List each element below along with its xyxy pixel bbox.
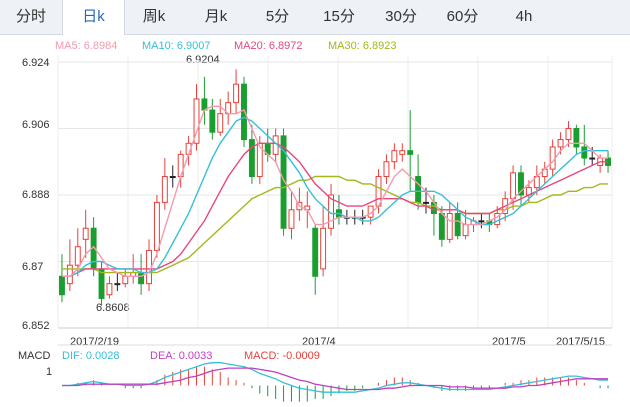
candle-body <box>217 113 224 133</box>
candle-body <box>233 83 240 104</box>
dea-line <box>62 367 608 391</box>
period-tab-bar: 分时 日k 周k 月k 5分 15分 30分 60分 4h <box>0 0 630 35</box>
candle-body <box>161 176 168 203</box>
candle-body <box>549 146 556 170</box>
candle-body <box>557 139 564 148</box>
ma5-legend: MA5: 6.8984 <box>55 40 118 52</box>
candle-body <box>201 98 208 111</box>
macd-y-tick: 1 <box>46 366 53 378</box>
candle-body <box>248 139 255 178</box>
tab-4[interactable]: 5分 <box>265 8 290 25</box>
low-price-annotation: 6.8608 <box>96 302 130 314</box>
candle-body <box>122 275 129 285</box>
candle-body <box>241 83 247 141</box>
candle-body <box>106 283 113 296</box>
candle-body <box>320 227 327 270</box>
candle-body <box>280 135 287 229</box>
y-tick-label: 6.888 <box>22 189 50 201</box>
candle-body <box>169 176 176 179</box>
candle-body <box>138 272 145 285</box>
candle-body <box>446 212 453 240</box>
candle-body <box>573 128 580 148</box>
candle-body <box>82 227 89 240</box>
candle-body <box>312 227 319 277</box>
tab-0[interactable]: 分时 <box>15 8 46 25</box>
dif-legend: DIF: 0.0028 <box>62 350 120 362</box>
candle-body <box>478 220 485 223</box>
tab-6[interactable]: 30分 <box>385 8 417 25</box>
y-tick-label: 6.87 <box>22 261 44 273</box>
dif-line <box>62 362 608 393</box>
candle-body <box>288 209 295 229</box>
candle-body <box>399 150 406 155</box>
candle-body <box>581 146 588 159</box>
candle-body <box>518 172 524 196</box>
ma20-legend: MA20: 6.8972 <box>234 40 303 52</box>
candle-body <box>423 201 429 204</box>
candle-body <box>454 212 461 237</box>
moving-average-lines <box>62 105 608 277</box>
candle-body <box>98 268 105 299</box>
ma30-legend: MA30: 6.8923 <box>328 40 397 52</box>
ma30-line <box>62 175 608 274</box>
candle-body <box>415 176 422 203</box>
tab-8[interactable]: 4h <box>515 8 533 25</box>
tab-3[interactable]: 月k <box>204 8 228 25</box>
ma5-line <box>62 105 608 277</box>
tab-5[interactable]: 15分 <box>323 8 355 25</box>
candle-body <box>209 109 216 133</box>
candle-body <box>565 128 572 141</box>
candle-body <box>510 172 517 200</box>
candle-body <box>153 201 160 251</box>
candlestick-series <box>59 69 611 306</box>
y-tick-label: 6.906 <box>22 119 50 131</box>
ma10-line <box>62 116 608 277</box>
candle-body <box>589 157 596 160</box>
tab-2[interactable]: 周k <box>142 8 166 25</box>
macd-panel <box>62 362 609 402</box>
macd-value-legend: MACD: -0.0009 <box>244 350 320 362</box>
candle-body <box>383 161 390 178</box>
tab-1[interactable]: 日k <box>62 0 125 35</box>
candle-body <box>438 212 445 240</box>
dea-legend: DEA: 0.0033 <box>150 350 213 362</box>
y-tick-label: 6.924 <box>22 57 50 69</box>
high-price-annotation: 6.9204 <box>186 54 220 66</box>
candle-body <box>407 150 414 155</box>
tab-7[interactable]: 60分 <box>446 8 479 25</box>
macd-panel-title: MACD <box>18 350 51 362</box>
candle-body <box>74 246 81 266</box>
candle-body <box>193 98 200 144</box>
candle-body <box>391 150 398 163</box>
candle-body <box>462 224 469 237</box>
ma10-legend: MA10: 6.9007 <box>142 40 211 52</box>
y-tick-label: 6.852 <box>22 320 50 332</box>
candle-body <box>114 283 121 286</box>
ma20-line <box>62 142 608 277</box>
candle-body <box>59 275 65 296</box>
